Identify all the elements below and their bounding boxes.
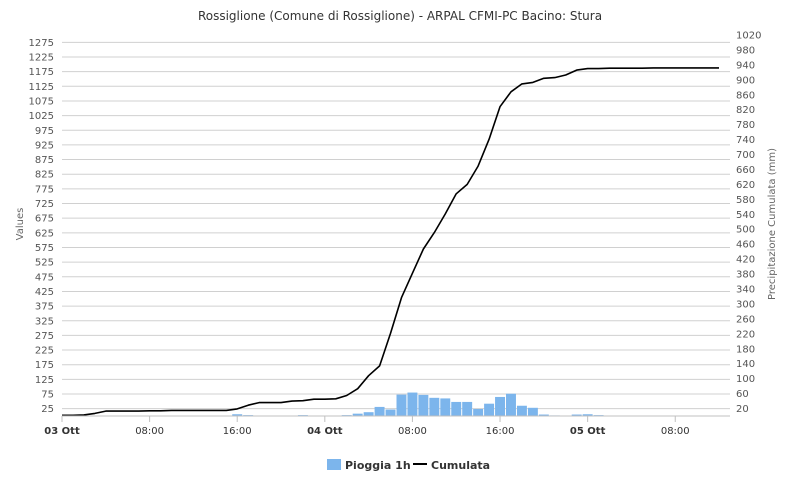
y-left-tick-label: 275 (35, 331, 54, 342)
y-left-tick-label: 675 (35, 214, 54, 225)
y-right-tick-label: 180 (736, 344, 755, 355)
y-right-tick-label: 740 (736, 135, 755, 146)
legend-label-pioggia: Pioggia 1h (345, 459, 411, 472)
y-left-tick-label: 1075 (29, 96, 54, 107)
x-tick-label: 16:00 (486, 426, 515, 437)
y-right-tick-label: 940 (736, 60, 755, 71)
y-right-tick-label: 980 (736, 45, 755, 56)
y-right-tick-label: 260 (736, 314, 755, 325)
grid-lines (62, 41, 730, 410)
y-left-tick-label: 725 (35, 199, 54, 210)
y-left-tick-label: 125 (35, 375, 54, 386)
bar[interactable] (473, 408, 484, 416)
y-left-tick-label: 875 (35, 155, 54, 166)
y-right-tick-label: 340 (736, 285, 755, 296)
bar[interactable] (374, 406, 385, 416)
cumulative-line-path[interactable] (62, 67, 719, 417)
y-left-tick-label: 25 (41, 404, 54, 415)
y-left-tick-label: 375 (35, 302, 54, 313)
x-tick-label: 05 Ott (570, 426, 606, 437)
y-right-tick-label: 500 (736, 225, 755, 236)
y-right-tick-label: 460 (736, 240, 755, 251)
y-right-tick-label: 540 (736, 210, 755, 221)
legend-item-cumulata[interactable]: Cumulata (413, 459, 490, 472)
bar[interactable] (407, 392, 418, 416)
legend-item-pioggia[interactable]: Pioggia 1h (327, 459, 411, 472)
y-left-axis-title: Values (15, 208, 26, 241)
bar[interactable] (506, 393, 516, 416)
bar[interactable] (538, 414, 549, 416)
bar[interactable] (495, 396, 506, 416)
y-right-tick-label: 220 (736, 329, 755, 340)
bar[interactable] (582, 414, 593, 416)
bar[interactable] (440, 398, 451, 416)
y-right-tick-label: 420 (736, 255, 755, 266)
x-axis: 03 Ott 08:00 16:00 04 Ott 08:00 16:00 05 Ott 08… (44, 415, 730, 437)
y-right-tick-label: 900 (736, 75, 755, 86)
y-left-tick-label: 1025 (29, 111, 54, 122)
bar[interactable] (516, 405, 527, 416)
y-left-tick-label: 425 (35, 287, 54, 298)
x-tick-label: 08:00 (135, 426, 164, 437)
y-left-tick-label: 75 (41, 390, 54, 401)
legend-label-cumulata: Cumulata (431, 459, 490, 472)
bar[interactable] (429, 397, 440, 416)
bar[interactable] (571, 414, 582, 416)
x-tick-label: 04 Ott (307, 426, 343, 437)
y-left-tick-label: 325 (35, 316, 54, 327)
y-left-tick-label: 925 (35, 140, 54, 151)
chart-title: Rossiglione (Comune di Rossiglione) - AR… (198, 9, 602, 23)
y-right-tick-label: 860 (736, 90, 755, 101)
y-right-tick-label: 660 (736, 165, 755, 176)
bar[interactable] (385, 409, 396, 416)
y-axis-left: 25 75 125 175 225 275 325 375 425 475 525 575 625 675… (29, 38, 54, 415)
bar[interactable] (232, 414, 243, 416)
bar[interactable] (462, 401, 473, 416)
bar[interactable] (396, 394, 407, 416)
y-right-tick-label: 380 (736, 270, 755, 281)
y-left-tick-label: 1125 (29, 82, 54, 93)
legend-swatch-pioggia (327, 459, 341, 470)
y-left-tick-label: 625 (35, 228, 54, 239)
cumulative-line[interactable] (62, 67, 719, 417)
y-left-tick-label: 1175 (29, 67, 54, 78)
legend[interactable]: Pioggia 1h Cumulata (327, 459, 490, 472)
y-left-tick-label: 1275 (29, 38, 54, 49)
y-left-tick-label: 575 (35, 243, 54, 254)
x-tick-label: 03 Ott (44, 426, 80, 437)
y-right-tick-label: 780 (736, 120, 755, 131)
bar[interactable] (527, 407, 538, 416)
y-right-tick-label: 100 (736, 374, 755, 385)
y-right-tick-label: 300 (736, 299, 755, 310)
y-left-tick-label: 225 (35, 346, 54, 357)
rain-bars[interactable] (232, 392, 604, 416)
y-right-tick-label: 700 (736, 150, 755, 161)
y-left-tick-label: 475 (35, 272, 54, 283)
y-right-tick-label: 140 (736, 359, 755, 370)
y-right-tick-label: 60 (736, 389, 749, 400)
y-left-tick-label: 775 (35, 184, 54, 195)
bar[interactable] (352, 413, 363, 416)
y-left-tick-label: 1225 (29, 52, 54, 63)
y-left-tick-label: 525 (35, 258, 54, 269)
y-left-tick-label: 825 (35, 170, 54, 181)
x-tick-label: 16:00 (223, 426, 252, 437)
y-right-tick-label: 820 (736, 105, 755, 116)
bar[interactable] (363, 412, 374, 416)
bar[interactable] (484, 403, 495, 416)
y-right-tick-label: 620 (736, 180, 755, 191)
y-left-tick-label: 175 (35, 360, 54, 371)
y-right-tick-label: 580 (736, 195, 755, 206)
y-right-tick-label: 20 (736, 404, 749, 415)
y-left-tick-label: 975 (35, 126, 54, 137)
x-tick-label: 08:00 (398, 426, 427, 437)
y-axis-right: 20 60 100 140 180 220 260 300 340 380 420 460 500 540… (736, 31, 761, 416)
y-right-tick-label: 1020 (736, 31, 761, 42)
x-tick-label: 08:00 (661, 426, 690, 437)
bar[interactable] (418, 394, 429, 416)
y-right-axis-title: Precipitazione Cumulata (mm) (767, 148, 778, 300)
bar[interactable] (451, 401, 462, 416)
